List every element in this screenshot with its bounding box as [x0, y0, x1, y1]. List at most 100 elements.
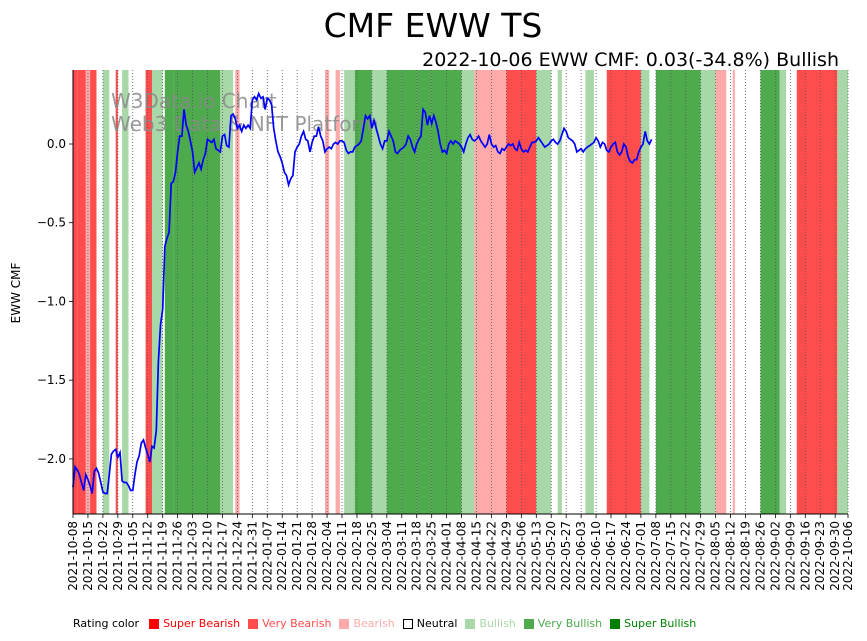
x-tick-label: 2022-02-25 [365, 521, 379, 591]
x-tick-label: 2022-01-28 [305, 521, 319, 591]
x-tick-label: 2022-07-22 [679, 521, 693, 591]
x-tick-label: 2021-12-03 [186, 521, 200, 591]
x-tick-label: 2022-05-06 [514, 521, 528, 591]
x-tick-label: 2022-09-02 [768, 521, 782, 591]
rating-band-very_bearish [90, 70, 97, 514]
x-tick-label: 2022-08-12 [724, 521, 738, 591]
x-tick-label: 2022-06-03 [574, 521, 588, 591]
rating-band-bullish [837, 70, 848, 514]
rating-band-bullish [779, 70, 787, 514]
legend-label: Super Bearish [163, 617, 241, 630]
x-tick-label: 2022-08-26 [753, 521, 767, 591]
rating-band-bearish [474, 70, 507, 514]
x-tick-label: 2022-06-10 [589, 521, 603, 591]
x-tick-label: 2022-10-06 [841, 521, 855, 591]
legend-label: Very Bullish [537, 617, 603, 630]
rating-band-bullish [461, 70, 475, 514]
y-tick-label: −2.0 [37, 452, 66, 466]
x-tick-label: 2021-10-15 [81, 521, 95, 591]
rating-band-very_bullish [655, 70, 701, 514]
x-tick-label: 2022-03-18 [410, 521, 424, 591]
x-tick-label: 2022-07-29 [694, 521, 708, 591]
x-tick-label: 2022-04-22 [484, 521, 498, 591]
rating-band-bullish [220, 70, 234, 514]
x-tick-label: 2022-04-01 [440, 521, 454, 591]
y-tick-label: 0.0 [47, 137, 66, 151]
x-tick-label: 2022-09-23 [813, 521, 827, 591]
x-tick-label: 2022-05-13 [529, 521, 543, 591]
rating-band-very_bearish [77, 70, 86, 514]
x-tick-label: 2022-07-08 [649, 521, 663, 591]
rating-band-bearish [732, 70, 735, 514]
chart-title: CMF EWW TS [324, 6, 543, 45]
x-tick-label: 2021-10-29 [111, 521, 125, 591]
x-tick-label: 2022-02-18 [350, 521, 364, 591]
x-tick-label: 2021-12-24 [230, 521, 244, 591]
x-tick-label: 2022-09-09 [783, 521, 797, 591]
rating-band-very_bullish [416, 70, 432, 514]
rating-band-very_bullish [164, 70, 174, 514]
series-line-eww-cmf [72, 91, 653, 495]
watermark-line-2: Web3 Data & NFT Platform [111, 112, 379, 136]
x-tick-label: 2021-12-31 [245, 521, 259, 591]
chart-subtitle: 2022-10-06 EWW CMF: 0.03(-34.8%) Bullish [422, 49, 839, 71]
rating-legend: Rating color Super Bearish Very Bearish Be… [73, 617, 704, 630]
x-tick-label: 2022-01-21 [290, 521, 304, 591]
rating-band-bullish [371, 70, 387, 514]
y-axis-label: EWW CMF [9, 263, 23, 324]
rating-band-bullish [557, 70, 562, 514]
x-tick-label: 2022-07-15 [664, 521, 678, 591]
legend-label: Bullish [479, 617, 516, 630]
x-tick-label: 2021-11-19 [156, 521, 170, 591]
rating-band-very_bullish [173, 70, 221, 514]
y-tick-label: −1.0 [37, 294, 66, 308]
rating-band-very_bearish [606, 70, 641, 514]
x-tick-label: 2022-06-24 [619, 521, 633, 591]
rating-bands [73, 70, 848, 514]
rating-band-bullish [585, 70, 594, 514]
x-tick-label: 2022-01-07 [260, 521, 274, 591]
legend-swatch [402, 618, 413, 629]
legend-swatch [149, 618, 160, 629]
x-tick-label: 2022-05-20 [544, 521, 558, 591]
rating-band-very_bearish [73, 70, 78, 514]
legend-swatch [339, 618, 350, 629]
x-tick-label: 2022-04-15 [470, 521, 484, 591]
watermark: W3Data.io Chart Web3 Data & NFT Platform [111, 89, 379, 136]
rating-band-very_bullish [386, 70, 402, 514]
legend-swatch [248, 618, 259, 629]
y-tick-label: −1.5 [37, 373, 66, 387]
x-tick-label: 2022-03-04 [380, 521, 394, 591]
x-tick-label: 2021-11-05 [126, 521, 140, 591]
rating-band-bullish [640, 70, 650, 514]
legend-swatch [523, 618, 534, 629]
x-tick-label: 2022-03-25 [425, 521, 439, 591]
y-axis-ticks: 0.0 −0.5 −1.0 −1.5 −2.0 [37, 137, 73, 466]
rating-band-bullish [700, 70, 716, 514]
rating-band-bearish [335, 70, 340, 514]
x-tick-label: 2021-12-17 [215, 521, 229, 591]
y-tick-label: −0.5 [37, 216, 66, 230]
x-tick-label: 2021-11-26 [171, 521, 185, 591]
legend-title: Rating color [73, 617, 140, 630]
rating-band-very_bearish [145, 70, 152, 514]
legend-items: Super Bearish Very Bearish Bearish Neutral B… [149, 617, 704, 630]
x-tick-label: 2022-07-01 [634, 521, 648, 591]
legend-swatch [610, 618, 621, 629]
watermark-line-1: W3Data.io Chart [111, 89, 277, 113]
rating-band-bullish [102, 70, 110, 514]
x-tick-label: 2022-09-30 [828, 521, 842, 591]
legend-label: Bearish [353, 617, 395, 630]
rating-band-bullish [536, 70, 552, 514]
rating-band-very_bullish [760, 70, 780, 514]
rating-band-very_bearish [115, 70, 118, 514]
x-tick-label: 2022-08-19 [739, 521, 753, 591]
x-tick-label: 2021-10-08 [66, 521, 80, 591]
x-tick-label: 2022-03-11 [395, 521, 409, 591]
legend-item: Very Bearish [248, 617, 331, 630]
rating-band-very_bullish [354, 70, 372, 514]
legend-swatch [465, 618, 476, 629]
legend-label: Neutral [416, 617, 458, 630]
legend-item: Super Bullish [610, 617, 696, 630]
